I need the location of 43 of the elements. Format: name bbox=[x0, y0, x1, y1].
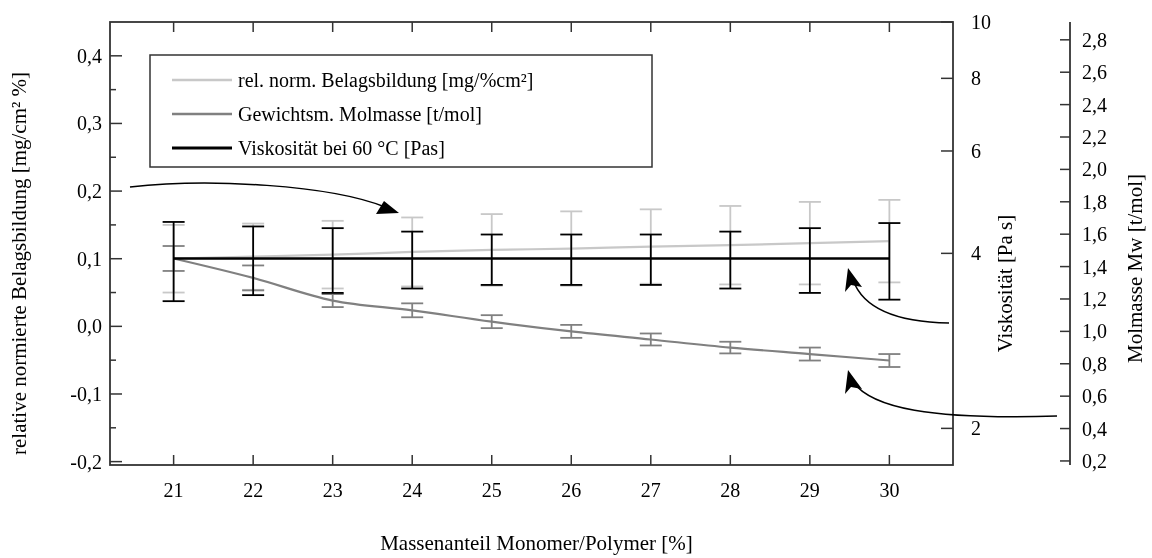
x-tick-label: 28 bbox=[720, 479, 741, 501]
y3-tick-label: 2,0 bbox=[1082, 158, 1107, 181]
x-tick-label: 23 bbox=[322, 479, 343, 501]
y3-tick-label: 0,6 bbox=[1082, 385, 1107, 408]
y-tick-label: 0,4 bbox=[77, 44, 102, 67]
y3-tick-label: 0,8 bbox=[1082, 352, 1107, 375]
legend-label: rel. norm. Belagsbildung [mg/%cm²] bbox=[238, 69, 534, 92]
y3-tick-label: 1,8 bbox=[1082, 190, 1107, 213]
x-tick-label: 25 bbox=[481, 479, 502, 501]
y3-tick-label: 2,2 bbox=[1082, 126, 1107, 148]
y-tick-label: 0,2 bbox=[77, 180, 102, 203]
y-tick-label: 0,1 bbox=[77, 247, 102, 270]
y2-tick-label: 10 bbox=[971, 11, 991, 33]
y3-tick-label: 2,6 bbox=[1082, 61, 1107, 84]
y3-tick-label: 2,4 bbox=[1082, 93, 1107, 116]
x-tick-label: 27 bbox=[640, 479, 661, 501]
y3-tick-label: 0,2 bbox=[1082, 449, 1107, 472]
x-tick-label: 29 bbox=[799, 479, 820, 501]
y3-tick-label: 1,4 bbox=[1082, 255, 1107, 278]
y3-tick-label: 1,0 bbox=[1082, 320, 1107, 343]
x-tick-label: 24 bbox=[402, 479, 423, 501]
y3-tick-label: 0,4 bbox=[1082, 417, 1107, 440]
y-axis-title: relative normierte Belagsbildung [mg/cm² %] bbox=[7, 71, 31, 456]
y2-tick-label: 4 bbox=[971, 242, 981, 265]
y2-axis-title: Viskosität [Pa s] bbox=[993, 214, 1017, 353]
y2-tick-label: 6 bbox=[971, 139, 981, 162]
y-tick-label: -0,2 bbox=[70, 450, 102, 473]
x-axis-title: Massenanteil Monomer/Polymer [%] bbox=[380, 531, 693, 555]
y-tick-label: 0,0 bbox=[77, 315, 102, 338]
y3-tick-label: 1,6 bbox=[1082, 223, 1107, 246]
y-tick-label: -0,1 bbox=[70, 382, 102, 405]
y3-axis-title: Molmasse Mw [t/mol] bbox=[1123, 174, 1147, 363]
y2-tick-label: 2 bbox=[971, 417, 981, 440]
x-tick-label: 21 bbox=[163, 479, 184, 501]
y3-tick-label: 2,8 bbox=[1082, 28, 1107, 51]
x-tick-label: 26 bbox=[561, 479, 582, 501]
y-tick-label: 0,3 bbox=[77, 112, 102, 135]
legend-label: Viskosität bei 60 °C [Pas] bbox=[238, 137, 445, 159]
y3-tick-label: 1,2 bbox=[1082, 287, 1107, 310]
y2-tick-label: 8 bbox=[971, 67, 981, 90]
x-tick-label: 22 bbox=[243, 479, 264, 501]
legend-label: Gewichtsm. Molmasse [t/mol] bbox=[238, 103, 482, 125]
x-tick-label: 30 bbox=[879, 479, 900, 501]
